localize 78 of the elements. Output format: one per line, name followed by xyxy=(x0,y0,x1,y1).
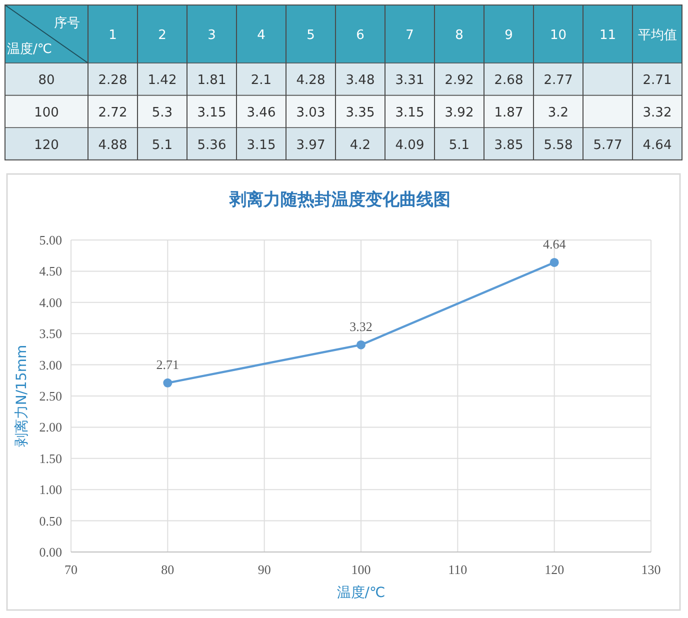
data-label: 1.42 xyxy=(148,73,177,88)
data-label: 3.92 xyxy=(444,105,474,120)
x-tick-label: 10 xyxy=(550,28,567,43)
data-label: 5.58 xyxy=(544,138,573,153)
x-tick-label: 2 xyxy=(158,28,166,43)
y-tick-label: 1.50 xyxy=(39,450,62,466)
data-label: 5.1 xyxy=(152,138,173,153)
point xyxy=(356,340,366,350)
x-tick-label: 6 xyxy=(356,28,364,43)
data-label: 3.15 xyxy=(246,138,276,153)
data-label: 4.88 xyxy=(98,138,128,153)
data-label: 3.2 xyxy=(548,105,569,120)
data-label: 3.97 xyxy=(296,138,326,153)
y-tick-label: 3.00 xyxy=(39,357,62,372)
data-label: 2.71 xyxy=(156,356,180,372)
data-label: 4.64 xyxy=(542,236,566,252)
data-label: 3.35 xyxy=(346,105,375,120)
y-tick-label: 3.50 xyxy=(39,326,62,342)
data-label: 3.32 xyxy=(642,105,672,120)
data-label: 1.87 xyxy=(494,105,524,120)
y-axis-title: 剥离力N/15mm xyxy=(14,344,30,448)
x-tick-label: 4 xyxy=(257,28,266,43)
data-label: 3.15 xyxy=(197,105,226,120)
data-label: 2.77 xyxy=(544,73,573,88)
y-tick-label: 2.00 xyxy=(39,420,62,435)
y-tick-label: 80 xyxy=(38,73,55,88)
x-tick-label: 7 xyxy=(406,28,414,43)
data-label: 2.92 xyxy=(444,73,474,88)
data-label: 3.15 xyxy=(395,105,424,120)
data-label: 5.3 xyxy=(152,105,173,120)
data-label: 3.48 xyxy=(346,73,375,88)
point xyxy=(550,258,559,267)
data-label: 3.31 xyxy=(395,73,424,88)
y-tick-label: 1.00 xyxy=(39,482,62,498)
x-tick-label: 平均值 xyxy=(638,28,677,43)
y-tick-label: 100 xyxy=(34,105,59,120)
x-tick-label: 11 xyxy=(599,28,616,43)
y-tick-label: 0.00 xyxy=(39,544,62,560)
data-label: 4.64 xyxy=(642,138,672,153)
x-tick-label: 70 xyxy=(64,562,78,577)
x-tick-label: 9 xyxy=(504,28,513,43)
x-tick-label: 130 xyxy=(641,562,661,577)
data-label: 3.85 xyxy=(494,138,524,153)
data-label: 2.71 xyxy=(642,73,672,88)
data-label: 2.68 xyxy=(494,73,524,88)
x-axis-title: 序号 xyxy=(54,15,80,31)
data-label: 5.1 xyxy=(448,138,470,153)
y-axis-title: 温度/℃ xyxy=(7,41,52,57)
x-axis-title: 温度/℃ xyxy=(336,585,386,601)
x-tick-label: 110 xyxy=(448,562,468,577)
data-label: 5.36 xyxy=(197,138,226,153)
y-tick-label: 4.00 xyxy=(39,294,62,310)
data-label: 2.28 xyxy=(98,73,128,88)
y-tick-label: 0.50 xyxy=(39,513,62,528)
y-tick-label: 120 xyxy=(34,138,59,153)
x-tick-label: 120 xyxy=(544,562,564,577)
data-label: 1.81 xyxy=(197,73,226,88)
x-tick-label: 1 xyxy=(108,28,117,43)
x-tick-label: 3 xyxy=(208,28,216,43)
x-tick-label: 100 xyxy=(351,562,371,577)
x-tick-label: 5 xyxy=(306,28,315,43)
y-tick-label: 4.50 xyxy=(39,264,62,279)
chart-title: 剥离力随热封温度变化曲线图 xyxy=(228,190,450,210)
data-label: 4.09 xyxy=(395,138,424,153)
point xyxy=(163,378,172,388)
x-tick-label: 8 xyxy=(455,28,464,43)
data-label: 2.72 xyxy=(98,105,128,120)
x-tick-label: 90 xyxy=(258,562,271,577)
data-label: 4.2 xyxy=(350,138,371,153)
x-tick-label: 80 xyxy=(161,562,174,577)
data-label: 3.03 xyxy=(296,105,326,120)
data-label: 3.32 xyxy=(350,318,372,334)
data-label: 2.1 xyxy=(250,73,272,88)
y-tick-label: 5.00 xyxy=(39,232,62,248)
data-label: 5.77 xyxy=(593,138,622,153)
y-tick-label: 2.50 xyxy=(39,388,62,404)
data-label: 3.46 xyxy=(246,105,276,120)
data-label: 4.28 xyxy=(296,73,326,88)
